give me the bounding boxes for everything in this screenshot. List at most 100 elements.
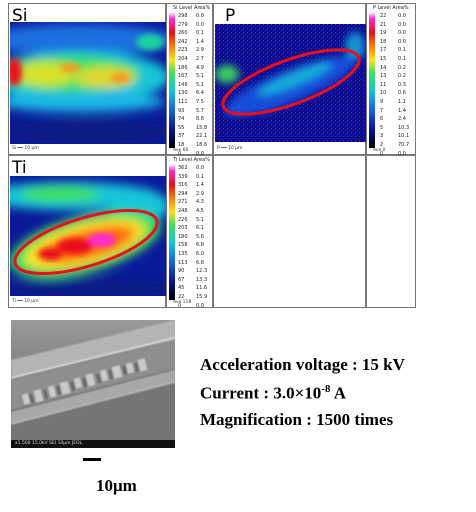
p-level-value: 11 <box>380 81 387 88</box>
ti-level-value: 316 <box>178 182 188 189</box>
si-area-value: 5.7 <box>196 107 204 114</box>
p-area-value: 0.6 <box>398 90 406 97</box>
ti-level-value: 67 <box>178 276 185 283</box>
p-level-value: 5 <box>380 124 384 131</box>
current-exponent: -8 <box>321 383 331 395</box>
ti-heatmap-graphic <box>10 176 166 296</box>
si-bottom-left: Si ━━ 10 μm <box>12 146 39 151</box>
si-level-value: 298 <box>178 13 188 19</box>
ti-area-value: 11.6 <box>196 285 208 292</box>
p-area-value: 0.1 <box>398 47 406 54</box>
ti-area-value: 0.0 <box>196 302 204 309</box>
ti-bottom-left: Ti ━━ 10 μm <box>12 299 39 304</box>
ti-level-value: 294 <box>178 190 188 197</box>
p-area-value: 0.2 <box>398 64 406 71</box>
ti-level-value: 339 <box>178 173 188 180</box>
si-map-panel: Si Si ━━ 10 μm <box>8 3 166 155</box>
ti-level-value: 0 <box>178 302 182 309</box>
si-area-value: 0.0 <box>196 21 204 28</box>
p-level-value: 9 <box>380 98 384 105</box>
si-level-value: 167 <box>178 73 188 80</box>
si-level-value: 186 <box>178 64 188 71</box>
p-area-value: 2.4 <box>398 116 406 123</box>
ti-area-value: 5.1 <box>196 216 204 223</box>
si-area-value: 7.5 <box>196 98 204 105</box>
ti-map-panel: Ti Ti ━━ 10 μm <box>8 155 166 308</box>
ti-area-value: 12.3 <box>196 268 208 275</box>
ti-level-value: 90 <box>178 268 185 275</box>
ti-level-value: 226 <box>178 216 188 223</box>
p-area-value: 0.0 <box>398 38 406 45</box>
ti-scale-panel: Ti Level Area% 362 339 316 294 271 248 2… <box>166 155 213 310</box>
ti-level-value: 271 <box>178 199 188 206</box>
p-level-value: 17 <box>380 47 387 54</box>
sem-image-graphic <box>11 320 175 440</box>
p-level-value: 0 <box>380 150 384 157</box>
si-areas: 0.0 0.0 0.1 1.4 2.9 2.7 4.9 5.1 5.1 6.4 … <box>196 12 207 158</box>
si-area-value: 0.0 <box>196 13 204 19</box>
si-level-value: 111 <box>178 98 188 105</box>
ti-area-value: 4.5 <box>196 207 204 214</box>
p-area-value: 70.7 <box>398 141 410 148</box>
si-area-value: 6.4 <box>196 90 204 97</box>
si-level-value: 242 <box>178 38 188 45</box>
si-area-value: 5.1 <box>196 73 204 80</box>
sem-footer-bar: x1,500 15.0kV SEI 10μm JEOL <box>11 440 175 448</box>
p-level-value: 7 <box>380 107 384 114</box>
empty-scale-panel <box>366 155 416 308</box>
ti-area-value: 5.6 <box>196 233 204 240</box>
si-level-value: 130 <box>178 90 188 97</box>
si-level-value: 223 <box>178 47 188 54</box>
ti-area-value: 13.3 <box>196 276 208 283</box>
p-element-label: P <box>225 6 236 26</box>
p-area-value: 10.3 <box>398 124 410 131</box>
ti-area-value: 4.3 <box>196 199 204 206</box>
p-areas: 0.0 0.0 0.0 0.0 0.1 0.1 0.2 0.2 0.3 0.6 … <box>398 12 409 158</box>
ti-level-value: 362 <box>178 165 188 171</box>
p-area-value: 0.0 <box>398 30 406 37</box>
si-area-value: 4.9 <box>196 64 204 71</box>
si-map-image <box>10 22 166 144</box>
si-area-value: 8.6 <box>196 116 204 123</box>
ti-area-value: 6.8 <box>196 242 204 249</box>
si-level-value: 37 <box>178 133 185 140</box>
si-heatmap-graphic <box>10 22 166 144</box>
si-level-value: 74 <box>178 116 185 123</box>
ti-level-value: 135 <box>178 250 188 257</box>
p-highlight-ellipse <box>221 48 361 116</box>
ti-levels: 362 339 316 294 271 248 226 203 180 158 … <box>178 164 188 310</box>
sem-footer-text: x1,500 15.0kV SEI 10μm JEOL <box>15 441 83 446</box>
p-level-value: 15 <box>380 55 387 62</box>
p-level-value: 14 <box>380 64 387 71</box>
p-bottom-right: Ave 0 <box>373 148 386 153</box>
p-level-value: 6 <box>380 116 384 123</box>
current-text: Current : 3.0×10-8 A <box>200 383 346 404</box>
p-area-value: 10.1 <box>398 133 410 140</box>
p-level-value: 18 <box>380 38 387 45</box>
ti-area-value: 1.4 <box>196 182 204 189</box>
si-area-value: 18.6 <box>196 141 208 148</box>
si-scale-header: Si Level Area% <box>173 5 211 11</box>
si-area-value: 22.1 <box>196 133 208 140</box>
p-area-value: 0.0 <box>398 21 406 28</box>
current-prefix: Current : 3.0×10 <box>200 383 322 403</box>
ti-level-value: 22 <box>178 293 185 300</box>
si-area-value: 5.1 <box>196 81 204 88</box>
p-color-bar <box>369 12 375 148</box>
ti-area-value: 2.9 <box>196 190 204 197</box>
ti-color-bar <box>169 164 175 300</box>
si-scale-panel: Si Level Area% 298 279 260 242 223 204 1… <box>166 3 213 158</box>
ti-bottom-right: Ave 118 <box>173 300 192 305</box>
ti-area-value: 0.0 <box>196 165 204 171</box>
p-level-value: 2 <box>380 141 384 148</box>
p-scale-panel: P Level Area% 22 21 19 18 17 15 14 13 11… <box>366 3 416 158</box>
ti-element-label: Ti <box>12 158 27 178</box>
ti-level-value: 248 <box>178 207 188 214</box>
si-level-value: 204 <box>178 55 188 62</box>
si-area-value: 2.9 <box>196 47 204 54</box>
p-level-value: 13 <box>380 73 387 80</box>
si-level-value: 18 <box>178 141 185 148</box>
sem-micrograph: x1,500 15.0kV SEI 10μm JEOL <box>11 320 175 448</box>
si-level-value: 55 <box>178 124 185 131</box>
p-levels: 22 21 19 18 17 15 14 13 11 10 9 7 6 5 3 … <box>380 12 386 158</box>
